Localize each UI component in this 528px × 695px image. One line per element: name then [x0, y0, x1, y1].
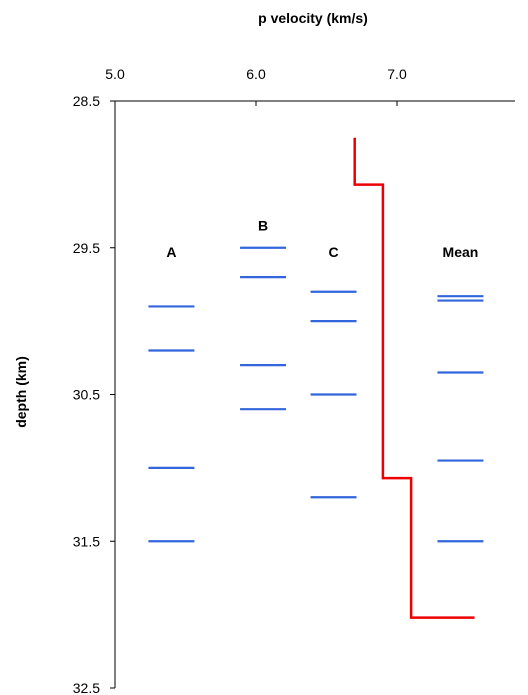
x-axis-title: p velocity (km/s)	[258, 10, 368, 26]
velocity-profile-line	[353, 137, 475, 619]
x-tick-label: 7.0	[387, 66, 407, 82]
group-label: Mean	[443, 244, 479, 260]
y-axis-title: depth (km)	[13, 356, 29, 428]
axes: 5.0 6.0 7.0 28.5 29.5 30.5 31.5 32.5	[73, 66, 515, 695]
group-label: A	[166, 244, 176, 260]
y-tick-label: 28.5	[73, 93, 100, 109]
x-tick-label: 6.0	[246, 66, 266, 82]
group-label: B	[258, 218, 268, 234]
y-tick-label: 31.5	[73, 533, 100, 549]
group-label: C	[328, 244, 338, 260]
y-tick-label: 30.5	[73, 387, 100, 403]
y-tick-label: 29.5	[73, 240, 100, 256]
y-tick-label: 32.5	[73, 680, 100, 695]
x-tick-label: 5.0	[105, 66, 125, 82]
data-marks: A B C Mean	[148, 137, 484, 619]
